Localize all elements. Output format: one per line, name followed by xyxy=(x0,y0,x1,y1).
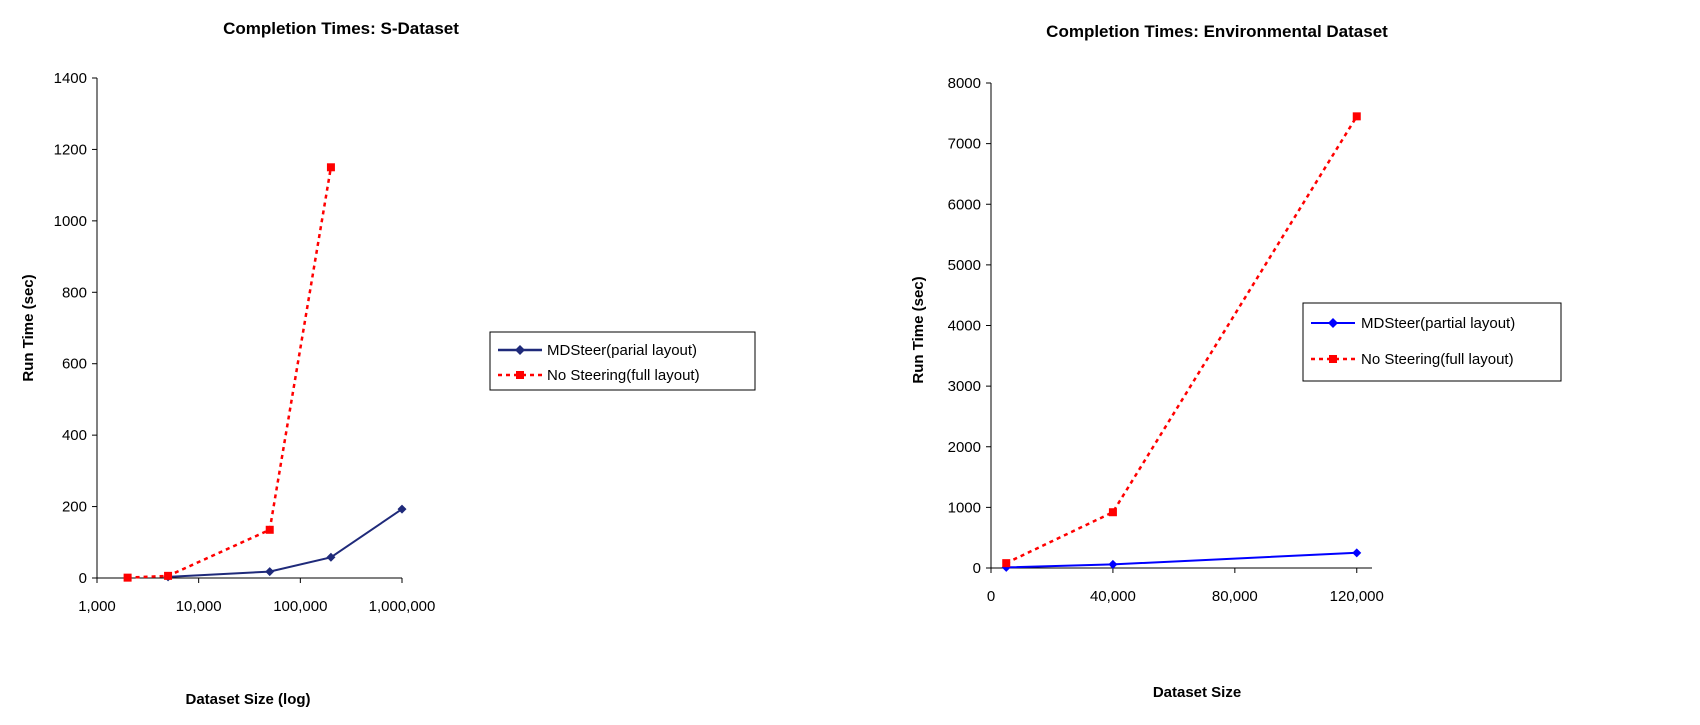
y-tick-label: 6000 xyxy=(948,196,981,213)
y-tick-label: 800 xyxy=(62,284,87,301)
data-point-marker xyxy=(164,571,173,580)
series-group xyxy=(1001,112,1362,572)
x-axis-title: Dataset Size xyxy=(1153,684,1241,701)
y-tick-label: 4000 xyxy=(948,318,981,335)
chart-s-dataset: Completion Times: S-Dataset Run Time (se… xyxy=(20,19,756,708)
y-tick-label: 5000 xyxy=(948,257,981,274)
legend-label-0: MDSteer(parial layout) xyxy=(547,342,697,359)
legend-entry-1: No Steering(full layout) xyxy=(498,367,700,384)
data-point-marker xyxy=(265,525,274,534)
y-tick-label: 400 xyxy=(62,427,87,444)
chart-environmental-dataset: Completion Times: Environmental Dataset … xyxy=(910,22,1562,701)
legend-label-1: No Steering(full layout) xyxy=(1361,351,1514,368)
x-tick-label: 0 xyxy=(987,588,995,605)
legend-label-1: No Steering(full layout) xyxy=(547,367,700,384)
legend-marker-1 xyxy=(516,371,524,379)
legend-entry-0: MDSteer(parial layout) xyxy=(498,342,697,359)
legend-entry-0: MDSteer(partial layout) xyxy=(1311,315,1515,332)
data-point-marker xyxy=(397,504,407,514)
x-axis-title: Dataset Size (log) xyxy=(185,691,310,708)
legend-box xyxy=(1302,302,1562,382)
axes: 0 200 400 600 800 1000 1200 1400 1,000 10,000 100,… xyxy=(54,70,436,615)
y-tick-label: 1000 xyxy=(54,213,87,230)
series-line-0 xyxy=(168,508,403,578)
legend-entry-1: No Steering(full layout) xyxy=(1311,351,1514,368)
data-point-marker xyxy=(1002,559,1011,568)
x-tick-label: 10,000 xyxy=(176,598,222,615)
series-group xyxy=(123,163,407,582)
legend-marker-0 xyxy=(515,345,525,355)
x-tick-label: 80,000 xyxy=(1212,588,1258,605)
legend-marker-0 xyxy=(1328,318,1338,328)
x-tick-label: 120,000 xyxy=(1330,588,1384,605)
y-axis-title: Run Time (sec) xyxy=(910,276,927,383)
data-point-marker xyxy=(1108,508,1117,517)
y-tick-label: 1400 xyxy=(54,70,87,87)
series-line-0 xyxy=(1006,551,1357,569)
y-tick-label: 1000 xyxy=(948,499,981,516)
legend-marker-1 xyxy=(1329,355,1337,363)
chart-title: Completion Times: Environmental Dataset xyxy=(1046,22,1388,41)
legend-box xyxy=(489,331,756,391)
chart-title: Completion Times: S-Dataset xyxy=(223,19,459,38)
y-tick-label: 7000 xyxy=(948,136,981,153)
x-tick-label: 1,000 xyxy=(78,598,116,615)
y-tick-label: 1200 xyxy=(54,141,87,158)
y-tick-label: 600 xyxy=(62,356,87,373)
data-point-marker xyxy=(1352,548,1362,558)
data-point-marker xyxy=(1108,559,1118,569)
legend: MDSteer(parial layout) No Steering(full … xyxy=(489,331,756,391)
y-tick-label: 2000 xyxy=(948,439,981,456)
legend: MDSteer(partial layout) No Steering(full… xyxy=(1302,302,1562,382)
data-point-marker xyxy=(326,163,335,172)
x-tick-label: 1,000,000 xyxy=(369,598,436,615)
y-tick-label: 0 xyxy=(79,570,87,587)
y-tick-label: 3000 xyxy=(948,378,981,395)
data-point-marker xyxy=(1352,112,1361,121)
axes: 0 1000 2000 3000 4000 5000 6000 7000 8000 0 40,000… xyxy=(948,75,1384,605)
y-axis-title: Run Time (sec) xyxy=(20,274,37,381)
series-line-1 xyxy=(127,167,333,579)
y-tick-label: 200 xyxy=(62,499,87,516)
data-point-marker xyxy=(265,567,275,577)
y-tick-label: 8000 xyxy=(948,75,981,92)
x-tick-label: 100,000 xyxy=(273,598,327,615)
data-point-marker xyxy=(123,573,132,582)
x-tick-label: 40,000 xyxy=(1090,588,1136,605)
legend-label-0: MDSteer(partial layout) xyxy=(1361,315,1515,332)
y-tick-label: 0 xyxy=(973,560,981,577)
data-point-marker xyxy=(326,552,336,562)
